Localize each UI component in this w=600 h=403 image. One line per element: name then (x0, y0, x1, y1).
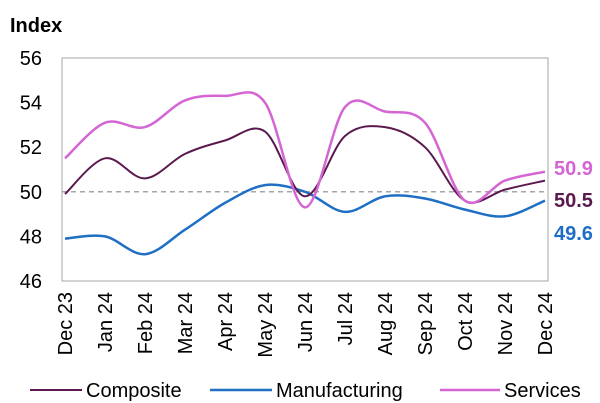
y-axis-title: Index (10, 15, 62, 37)
y-tick-label: 54 (20, 93, 42, 115)
end-label-manufacturing: 49.6 (554, 223, 593, 245)
x-tick-label: Oct 24 (455, 292, 477, 351)
legend-label-manufacturing: Manufacturing (276, 380, 403, 402)
series-line-manufacturing (64, 183, 546, 256)
y-tick-label: 48 (20, 226, 42, 248)
legend-label-services: Services (504, 380, 581, 402)
x-tick-label: Aug 24 (375, 292, 397, 355)
x-tick-label: Jun 24 (295, 292, 317, 352)
x-tick-label: May 24 (255, 292, 277, 358)
legend-label-composite: Composite (86, 380, 182, 402)
y-tick-label: 52 (20, 137, 42, 159)
x-tick-label: Nov 24 (495, 292, 517, 355)
x-tick-label: Dec 24 (535, 292, 557, 355)
plot-area (61, 57, 549, 282)
x-tick-label: Apr 24 (215, 292, 237, 351)
x-tick-label: Dec 23 (55, 292, 77, 355)
x-tick-label: Jul 24 (335, 292, 357, 345)
y-tick-label: 50 (20, 182, 42, 204)
x-tick-label: Feb 24 (135, 292, 157, 354)
end-label-services: 50.9 (554, 158, 593, 180)
end-label-composite: 50.5 (554, 190, 593, 212)
series-line-services (64, 91, 546, 209)
y-tick-label: 46 (20, 271, 42, 293)
x-tick-label: Jan 24 (95, 292, 117, 352)
x-tick-label: Sep 24 (415, 292, 437, 355)
y-tick-label: 56 (20, 48, 42, 70)
x-tick-label: Mar 24 (175, 292, 197, 354)
